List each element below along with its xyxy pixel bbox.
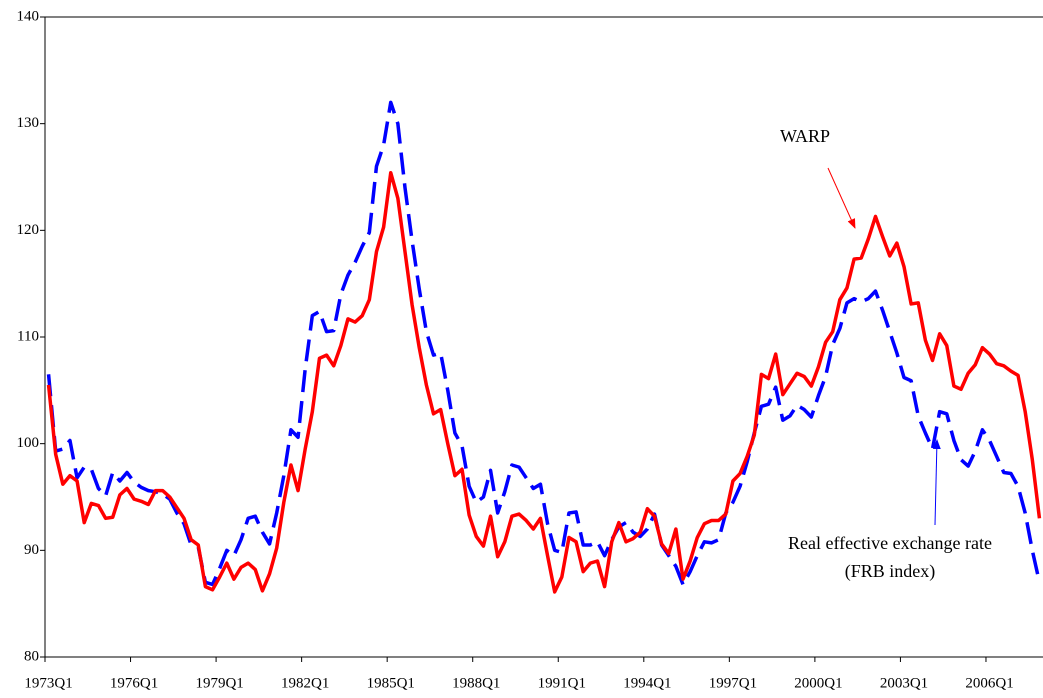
x-tick-label: 1979Q1 (195, 675, 243, 691)
y-tick-label: 100 (17, 435, 40, 451)
line-series (46, 100, 1042, 587)
x-tick-label: 2003Q1 (880, 675, 928, 691)
x-tick-label: 1976Q1 (110, 675, 158, 691)
annotation: WARP (780, 126, 830, 146)
y-tick-label: 120 (17, 222, 40, 238)
line-series (46, 170, 1042, 594)
x-tick-label: 1985Q1 (367, 675, 415, 691)
x-tick-label: 2000Q1 (794, 675, 842, 691)
x-tick-label: 2006Q1 (965, 675, 1013, 691)
x-tick-label: 1988Q1 (452, 675, 500, 691)
x-tick-label: 1994Q1 (623, 675, 671, 691)
y-tick-label: 90 (24, 542, 39, 558)
annotation-arrow (932, 439, 941, 526)
y-tick-label: 140 (17, 8, 40, 24)
annotation-arrow (827, 167, 856, 229)
annotation: Real effective exchange rate (788, 533, 992, 553)
y-tick-label: 110 (17, 328, 39, 344)
annotation: (FRB index) (845, 561, 936, 582)
x-tick-label: 1982Q1 (281, 675, 329, 691)
x-tick-label: 1973Q1 (24, 675, 72, 691)
y-tick-label: 130 (17, 115, 40, 131)
x-tick-label: 1997Q1 (709, 675, 757, 691)
y-tick-label: 80 (24, 648, 39, 664)
x-tick-label: 1991Q1 (538, 675, 586, 691)
